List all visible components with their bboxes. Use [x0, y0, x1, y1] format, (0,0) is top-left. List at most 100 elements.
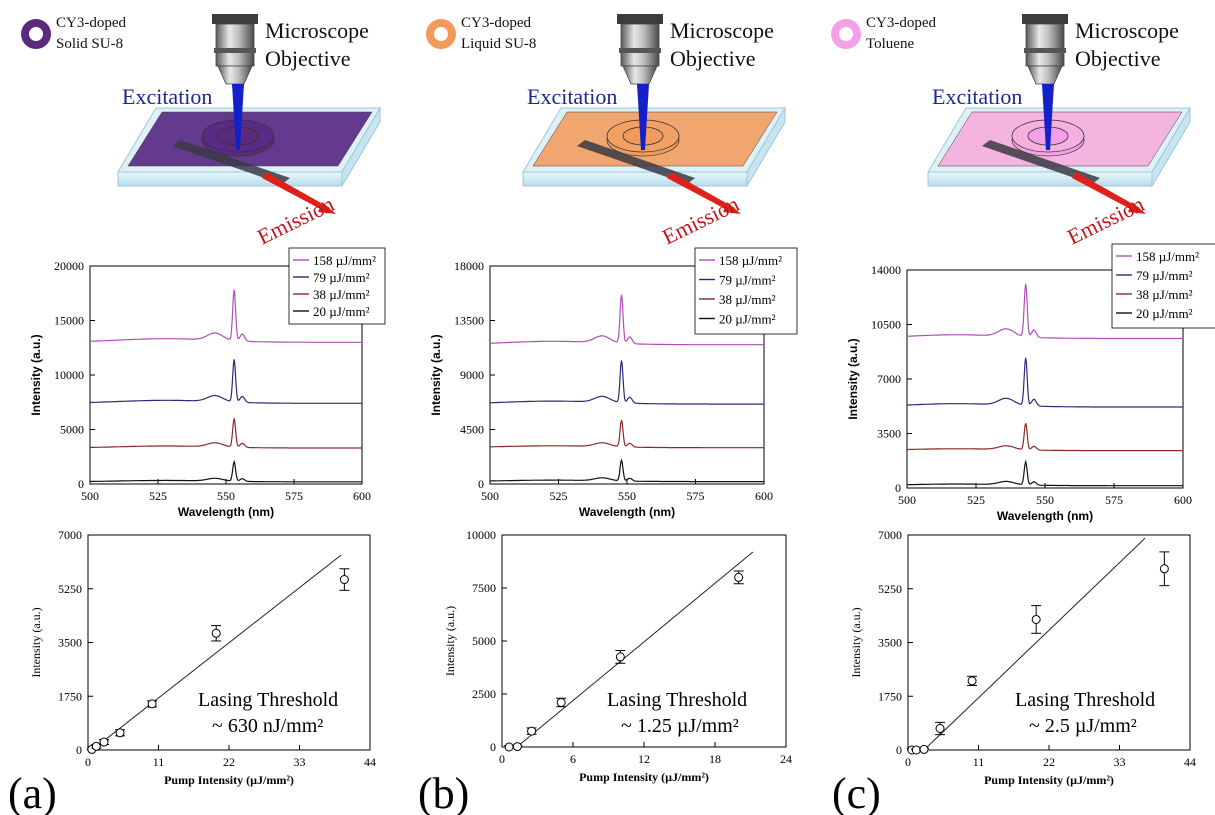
objective-cap — [1022, 14, 1068, 24]
emission-label: Emission — [253, 191, 338, 249]
excitation-beam — [637, 84, 649, 150]
material-ring-icon — [426, 19, 456, 49]
threshold-value: ~ 1.25 µJ/mm² — [621, 715, 739, 737]
data-point — [211, 628, 221, 638]
spectrum-series-line — [90, 289, 362, 343]
schematic-1: CY3-doped Solid SU-8 Microscope Objective Ex… — [21, 14, 381, 249]
y-tick-label: 0 — [78, 477, 84, 491]
excitation-label: Excitation — [122, 84, 212, 109]
x-tick-label: 18 — [709, 752, 721, 766]
data-point — [734, 572, 744, 582]
material-ring-icon — [21, 19, 51, 49]
data-point — [115, 728, 125, 738]
waveguide — [577, 140, 695, 184]
threshold-chart-3: 0 11 22 33 44 0 1750 3500 5250 7000 Pump Intensity… — [849, 528, 1196, 787]
x-tick-label: 525 — [967, 493, 985, 507]
substrate-front — [927, 171, 1153, 187]
data-point — [91, 741, 101, 751]
x-tick-label: 550 — [618, 489, 636, 503]
y-tick-label: 5000 — [60, 423, 84, 437]
legend-entry: 158 µJ/mm² — [1136, 249, 1199, 264]
emission-beam — [1072, 172, 1140, 212]
y-tick-label: 10500 — [871, 318, 901, 332]
schematic-3: CY3-doped Toluene Microscope Objective Excit… — [831, 14, 1191, 249]
x-tick-label: 0 — [905, 755, 911, 769]
material-name: CY3-doped — [56, 15, 126, 31]
y-tick-label: 3500 — [877, 427, 901, 441]
data-point — [556, 697, 566, 707]
x-tick-label: 0 — [499, 752, 505, 766]
y-axis-label: Intensity (a.u.) — [429, 334, 443, 415]
y-tick-label: 7000 — [877, 372, 901, 386]
objective-label: Microscope — [670, 18, 774, 43]
y-tick-label: 0 — [76, 743, 82, 757]
spectrum-series-line — [90, 459, 362, 483]
x-tick-label: 500 — [898, 493, 916, 507]
legend: 158 µJ/mm² 79 µJ/mm² 38 µJ/mm² 20 µJ/mm² — [694, 247, 798, 335]
x-axis-label: Wavelength (nm) — [997, 509, 1093, 523]
legend-entry: 20 µJ/mm² — [719, 312, 776, 327]
spectrum-series-line — [907, 423, 1183, 452]
data-point — [504, 742, 514, 752]
objective-label: Microscope — [1075, 18, 1179, 43]
objective-tip — [622, 65, 658, 85]
y-tick-label: 10000 — [54, 368, 84, 382]
legend: 158 µJ/mm² 79 µJ/mm² 38 µJ/mm² 20 µJ/mm² — [288, 247, 386, 325]
substrate-front — [522, 171, 748, 187]
data-point — [1159, 564, 1169, 574]
material-name: Solid SU-8 — [56, 36, 123, 52]
y-tick-label: 10000 — [466, 528, 496, 542]
material-name: CY3-doped — [866, 15, 936, 31]
linear-fit-line — [516, 551, 754, 748]
objective-tip — [1027, 65, 1063, 85]
legend-entry: 38 µJ/mm² — [1136, 287, 1193, 302]
x-tick-label: 600 — [1174, 493, 1192, 507]
spectrum-series-line — [907, 357, 1183, 408]
objective-ring — [1024, 48, 1066, 53]
waveguide — [172, 140, 290, 184]
material-ring-icon — [831, 19, 861, 49]
y-axis-label: Intensity (a.u.) — [846, 338, 860, 419]
legend-frame — [1111, 243, 1215, 329]
x-tick-label: 525 — [149, 489, 167, 503]
panel-label: (a) — [8, 769, 57, 815]
x-tick-label: 500 — [481, 489, 499, 503]
x-tick-label: 575 — [687, 489, 705, 503]
y-tick-label: 0 — [896, 743, 902, 757]
x-tick-label: 575 — [285, 489, 303, 503]
legend-entry: 158 µJ/mm² — [719, 253, 782, 268]
waveguide — [982, 140, 1100, 184]
data-point — [99, 737, 109, 747]
y-tick-label: 1750 — [878, 689, 902, 703]
objective-cap — [617, 14, 663, 24]
data-point — [919, 744, 929, 754]
excitation-label: Excitation — [527, 84, 617, 109]
y-tick-label: 0 — [478, 477, 484, 491]
threshold-chart-2: 0 6 12 18 24 0 2500 5000 7500 10000 Pump Intensity… — [443, 528, 792, 784]
spectrum-chart-1: 500 525 550 575 600 0 5000 10000 15000 20000 Wavel… — [29, 247, 386, 519]
panel-label: (b) — [418, 769, 469, 815]
substrate-side — [746, 106, 786, 188]
y-tick-label: 5250 — [58, 582, 82, 596]
objective-body — [1025, 23, 1065, 67]
x-axis-label: Pump Intensity (µJ/mm²) — [984, 773, 1114, 787]
spectrum-series-line — [89, 418, 362, 449]
emission-arrowhead — [318, 202, 336, 214]
y-tick-label: 4500 — [460, 423, 484, 437]
material-name: Toluene — [866, 36, 914, 52]
emission-label: Emission — [658, 191, 743, 249]
x-tick-label: 24 — [780, 752, 792, 766]
data-point — [147, 699, 157, 709]
legend-entry: 158 µJ/mm² — [313, 253, 376, 268]
threshold-chart-1: 0 11 22 33 44 0 1750 3500 5250 7000 Pump Intensity… — [29, 528, 376, 787]
objective-tip — [217, 65, 253, 85]
data-point — [1031, 614, 1041, 624]
objective-body — [620, 23, 660, 67]
x-axis-label: Pump Intensity (µJ/mm²) — [579, 770, 709, 784]
schematic-2: CY3-doped Liquid SU-8 Microscope Objective E… — [426, 14, 786, 249]
legend-entry: 38 µJ/mm² — [313, 287, 370, 302]
x-tick-label: 550 — [1036, 493, 1054, 507]
x-axis-label: Wavelength (nm) — [579, 505, 675, 519]
legend-entry: 20 µJ/mm² — [1136, 306, 1193, 321]
